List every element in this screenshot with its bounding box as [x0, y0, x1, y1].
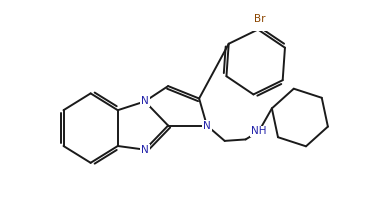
Text: NH: NH [251, 126, 266, 136]
Text: Br: Br [254, 14, 265, 24]
Text: N: N [141, 145, 149, 155]
Text: N: N [141, 96, 149, 106]
Text: N: N [203, 121, 211, 131]
